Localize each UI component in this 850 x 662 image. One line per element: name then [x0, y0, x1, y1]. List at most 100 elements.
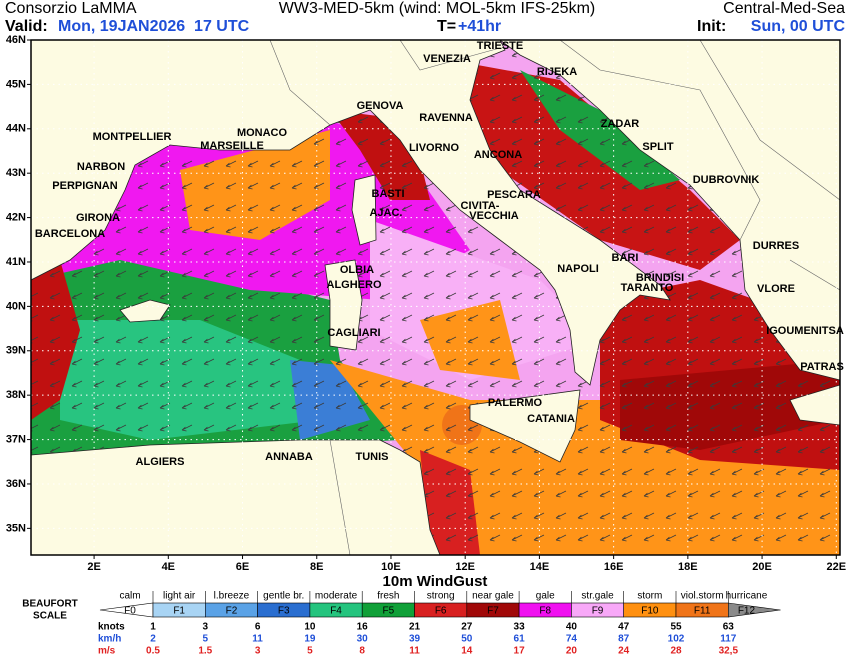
y-tick-label: 42N	[6, 211, 26, 223]
x-tick-label: 10E	[381, 561, 401, 573]
x-tick-label: 4E	[162, 561, 175, 573]
city-label: DUBROVNIK	[693, 174, 760, 186]
city-label: VECCHIA	[469, 210, 519, 222]
city-label: RAVENNA	[419, 112, 473, 124]
legend-force: F9	[592, 606, 604, 617]
legend-class-name: near gale	[472, 591, 514, 602]
city-label: BASTI	[372, 188, 405, 200]
legend-value: 19	[304, 634, 316, 645]
y-tick-label: 43N	[6, 167, 26, 179]
legend-value: 102	[668, 634, 685, 645]
x-tick-label: 2E	[87, 561, 100, 573]
lead-label: T=	[437, 18, 456, 35]
init-label: Init:	[697, 18, 726, 35]
city-label: SPLIT	[642, 141, 673, 153]
city-label: ALGIERS	[136, 456, 185, 468]
city-label: CAGLIARI	[327, 327, 380, 339]
city-label: LIVORNO	[409, 142, 460, 154]
legend-force: F6	[435, 606, 447, 617]
x-tick-label: 12E	[455, 561, 475, 573]
legend-value: 21	[409, 622, 421, 633]
legend-value: 5	[307, 646, 313, 657]
city-label: AJAC.	[369, 207, 402, 219]
city-label: PATRAS	[800, 361, 844, 373]
x-tick-label: 18E	[678, 561, 698, 573]
legend-unit: knots	[98, 622, 125, 633]
x-tick-label: 16E	[604, 561, 624, 573]
legend-value: 55	[670, 622, 682, 633]
legend-value: 8	[359, 646, 365, 657]
city-label: RIJEKA	[537, 66, 577, 78]
city-label: PERPIGNAN	[52, 180, 117, 192]
legend-class-name: strong	[427, 591, 455, 602]
valid-label: Valid:	[5, 18, 48, 35]
legend-class-name: str.gale	[581, 591, 614, 602]
legend-value: 39	[409, 634, 421, 645]
y-tick-label: 41N	[6, 256, 26, 268]
city-label: VLORE	[757, 283, 795, 295]
scale-label: SCALE	[33, 611, 67, 622]
legend-value: 6	[255, 622, 261, 633]
x-tick-label: 6E	[236, 561, 249, 573]
city-label: BRINDISI	[636, 272, 684, 284]
legend-force: F10	[641, 606, 659, 617]
legend-value: 0.5	[146, 646, 160, 657]
y-tick-label: 44N	[6, 123, 26, 135]
domain: Central-Med-Sea	[723, 0, 845, 17]
city-label: MARSEILLE	[200, 140, 264, 152]
city-label: BARCELONA	[35, 228, 105, 240]
legend-class-name: l.breeze	[214, 591, 250, 602]
legend: F0 calm F1 light air F2 l.breeze F3 gentle br. F…	[98, 591, 781, 657]
city-label: CATANIA	[527, 413, 575, 425]
graticule: 2E 4E 6E 8E 10E 12E 14E 16E 18E 20E 22E 46N 45N 44N 43…	[6, 34, 846, 573]
map-frame	[30, 39, 841, 556]
init: Sun, 00 UTC	[751, 18, 846, 35]
legend-class-name: fresh	[377, 591, 399, 602]
city-label: MONTPELLIER	[93, 131, 172, 143]
y-tick-label: 37N	[6, 433, 26, 445]
city-label: TUNIS	[356, 451, 389, 463]
city-label: CIVITA-	[461, 200, 500, 212]
legend-value: 50	[461, 634, 473, 645]
scale-label: BEAUFORT	[22, 599, 78, 610]
city-label: GENOVA	[357, 100, 404, 112]
legend-value: 1	[150, 622, 156, 633]
y-tick-label: 40N	[6, 300, 26, 312]
legend-unit: m/s	[98, 646, 116, 657]
legend-value: 3	[255, 646, 261, 657]
legend-value: 32,5	[719, 646, 739, 657]
city-label: GIRONA	[76, 212, 120, 224]
model: WW3-MED-5km (wind: MOL-5km IFS-25km)	[279, 0, 595, 17]
city-label: MONACO	[237, 127, 288, 139]
land	[31, 40, 840, 555]
legend-class-name: moderate	[315, 591, 358, 602]
city-label: VENEZIA	[423, 53, 471, 65]
legend-force: F4	[330, 606, 342, 617]
x-tick-label: 14E	[530, 561, 550, 573]
legend-force: F0	[124, 606, 136, 617]
sea-field	[31, 40, 840, 555]
y-tick-label: 45N	[6, 78, 26, 90]
legend-class-name: hurricane	[726, 591, 768, 602]
legend-title: 10m WindGust	[383, 573, 488, 590]
legend-value: 14	[461, 646, 473, 657]
legend-value: 17	[514, 646, 526, 657]
x-tick-label: 22E	[826, 561, 846, 573]
legend-class-name: calm	[119, 591, 140, 602]
city-label: PESCARA	[487, 189, 541, 201]
legend-value: 28	[670, 646, 682, 657]
legend-class-name: storm	[637, 591, 662, 602]
org: Consorzio LaMMA	[5, 0, 137, 17]
legend-value: 3	[203, 622, 209, 633]
y-tick-label: 38N	[6, 389, 26, 401]
legend-value: 117	[720, 634, 737, 645]
legend-force: F2	[226, 606, 238, 617]
x-tick-label: 20E	[752, 561, 772, 573]
legend-value: 33	[514, 622, 526, 633]
legend-class-name: gentle br.	[263, 591, 304, 602]
legend-value: 30	[357, 634, 369, 645]
legend-value: 47	[618, 622, 630, 633]
y-tick-label: 46N	[6, 34, 26, 46]
